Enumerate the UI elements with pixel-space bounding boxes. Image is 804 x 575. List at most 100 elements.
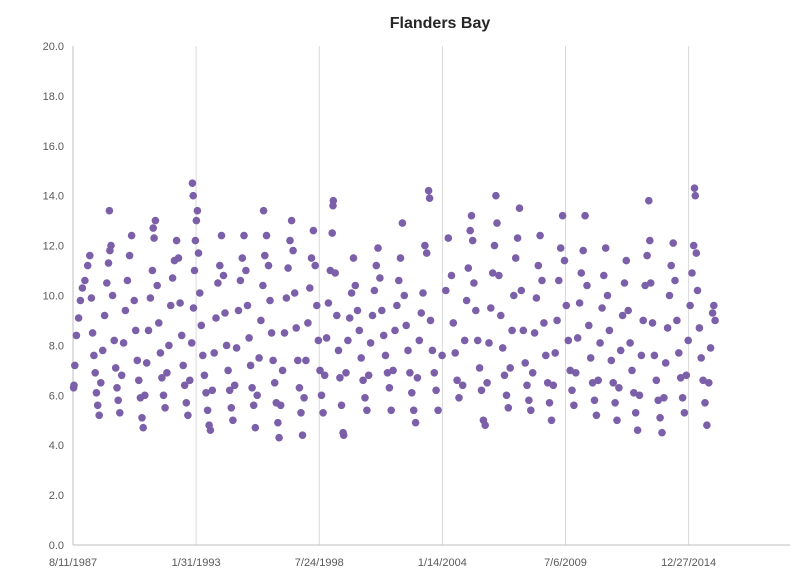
data-point xyxy=(182,399,191,407)
data-point xyxy=(402,321,411,330)
data-point xyxy=(583,281,591,290)
data-point xyxy=(227,404,236,412)
data-point xyxy=(425,194,434,202)
data-point xyxy=(257,316,265,325)
data-point xyxy=(374,244,382,252)
data-point xyxy=(492,191,500,200)
data-point xyxy=(466,226,475,235)
data-point xyxy=(502,391,511,400)
data-point xyxy=(320,371,329,380)
data-point xyxy=(381,351,390,360)
data-point xyxy=(660,394,668,402)
data-point xyxy=(225,386,234,395)
data-point xyxy=(180,381,189,390)
data-point xyxy=(236,276,245,285)
data-point xyxy=(404,346,412,355)
data-point xyxy=(309,226,318,235)
data-point xyxy=(210,349,218,357)
data-point xyxy=(706,344,715,352)
data-point xyxy=(192,216,201,225)
x-tick-label: 1/31/1993 xyxy=(172,557,221,569)
data-point xyxy=(472,306,480,315)
axes xyxy=(72,46,790,546)
data-point xyxy=(413,374,422,382)
data-point xyxy=(133,356,142,365)
data-point xyxy=(113,384,121,392)
data-point xyxy=(88,329,97,337)
data-point xyxy=(179,361,187,370)
data-points xyxy=(69,179,719,442)
data-point xyxy=(613,416,621,425)
data-point xyxy=(331,269,340,277)
y-tick-label: 18.0 xyxy=(43,91,64,103)
data-point xyxy=(351,281,360,290)
data-point xyxy=(438,351,446,360)
data-point xyxy=(345,314,354,322)
y-tick-label: 8.0 xyxy=(49,340,64,352)
data-point xyxy=(504,404,513,412)
data-point xyxy=(230,381,239,390)
data-point xyxy=(475,364,484,372)
data-point xyxy=(243,301,252,310)
data-point xyxy=(419,289,427,297)
data-point xyxy=(682,371,691,380)
data-point xyxy=(189,191,197,200)
data-point xyxy=(105,206,114,215)
data-point xyxy=(701,399,709,407)
data-point xyxy=(287,216,296,225)
data-point xyxy=(221,309,229,317)
data-point xyxy=(618,311,627,320)
data-point xyxy=(442,286,450,295)
data-point xyxy=(317,391,326,400)
data-point xyxy=(633,426,642,435)
data-point xyxy=(592,411,601,420)
data-point xyxy=(150,234,158,242)
data-point xyxy=(186,376,194,385)
data-point xyxy=(339,431,348,440)
data-point xyxy=(523,381,531,390)
data-point xyxy=(705,379,713,387)
data-point xyxy=(415,336,424,345)
data-point xyxy=(658,428,666,437)
data-point xyxy=(110,336,118,345)
data-point xyxy=(135,376,143,385)
data-point xyxy=(398,219,407,227)
data-point xyxy=(519,326,528,335)
data-point xyxy=(103,279,111,287)
data-point xyxy=(468,236,477,245)
data-point xyxy=(692,249,701,257)
data-point xyxy=(422,249,431,257)
data-point xyxy=(202,389,210,397)
data-point xyxy=(635,391,644,400)
data-point xyxy=(141,391,149,400)
data-point xyxy=(130,296,138,305)
data-point xyxy=(104,259,113,267)
data-point xyxy=(206,426,215,435)
data-point xyxy=(549,381,558,390)
data-point xyxy=(626,339,634,347)
data-point xyxy=(678,394,687,402)
data-point xyxy=(389,366,397,375)
data-point xyxy=(453,376,461,385)
data-point xyxy=(166,301,175,310)
data-point xyxy=(690,184,699,192)
data-point xyxy=(161,404,169,412)
data-point xyxy=(675,349,683,357)
data-point xyxy=(270,379,279,387)
data-point xyxy=(87,294,96,302)
data-point xyxy=(611,399,619,407)
data-point xyxy=(695,324,704,332)
data-point xyxy=(376,274,384,282)
data-point xyxy=(573,334,582,342)
data-point xyxy=(319,409,327,417)
data-point xyxy=(196,289,204,297)
data-point xyxy=(83,261,92,270)
y-tick-label: 20.0 xyxy=(43,41,64,53)
data-point xyxy=(703,421,711,430)
x-tick-label: 7/24/1998 xyxy=(295,557,344,569)
data-point xyxy=(117,371,126,380)
data-point xyxy=(146,294,155,302)
data-point xyxy=(217,231,226,240)
data-point xyxy=(95,411,103,420)
